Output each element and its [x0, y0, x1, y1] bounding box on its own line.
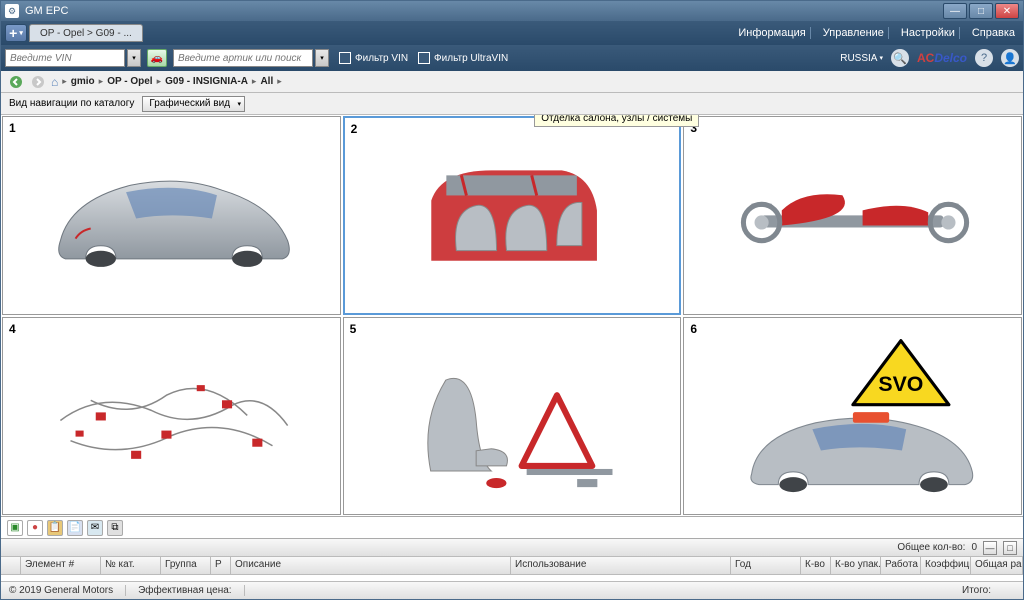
- home-icon[interactable]: ⌂: [51, 75, 58, 89]
- window-minimize-button[interactable]: —: [943, 3, 967, 19]
- copy-icon[interactable]: ⧉: [107, 520, 123, 536]
- col-group[interactable]: Группа: [161, 557, 211, 574]
- col-catnum[interactable]: № кат.: [101, 557, 161, 574]
- active-tab[interactable]: OP - Opel > G09 - ...: [29, 24, 143, 42]
- illustration-accessories: [344, 318, 681, 515]
- col-pack-qty[interactable]: К-во упак.: [831, 557, 881, 574]
- total-label: Итого:: [962, 585, 1003, 596]
- search-dropdown[interactable]: ▾: [315, 49, 329, 67]
- menu-help[interactable]: Справка: [968, 27, 1019, 39]
- top-menu-bar: + OP - Opel > G09 - ... Информация Управ…: [1, 21, 1023, 45]
- illustration-interior: [345, 118, 680, 313]
- app-icon: ⚙: [5, 4, 19, 18]
- region-selector[interactable]: RUSSIA ▾: [840, 53, 883, 64]
- filter-vin-checkbox[interactable]: Фильтр VIN: [339, 52, 408, 64]
- help-icon[interactable]: ?: [975, 49, 993, 67]
- col-checkbox[interactable]: [1, 557, 21, 574]
- catalog-grid: 1 2: [1, 115, 1023, 517]
- col-p[interactable]: Р: [211, 557, 231, 574]
- bottom-toolbar: ▣ ● 📋 📄 ✉ ⧉: [1, 517, 1023, 539]
- window-maximize-button[interactable]: □: [969, 3, 993, 19]
- catalog-cell-4[interactable]: 4: [2, 317, 341, 516]
- cell-number: 2: [351, 122, 358, 136]
- col-work[interactable]: Работа: [881, 557, 921, 574]
- illustration-chassis: [684, 117, 1021, 314]
- catalog-cell-5[interactable]: 5: [343, 317, 682, 516]
- nav-back-button[interactable]: [7, 73, 25, 91]
- status-bar: © 2019 General Motors Эффективная цена: …: [1, 581, 1023, 599]
- cell-number: 6: [690, 322, 697, 336]
- vin-dropdown[interactable]: ▾: [127, 49, 141, 67]
- collapse-button[interactable]: —: [983, 541, 997, 555]
- delete-button[interactable]: ●: [27, 520, 43, 536]
- window-close-button[interactable]: ✕: [995, 3, 1019, 19]
- window-titlebar: ⚙ GM EPC — □ ✕: [1, 1, 1023, 21]
- col-year[interactable]: Год: [731, 557, 801, 574]
- breadcrumb-item[interactable]: OP - Opel: [107, 76, 152, 87]
- nav-forward-button[interactable]: [29, 73, 47, 91]
- table-toolbar: Общее кол-во: 0 — □: [1, 539, 1023, 557]
- window-title: GM EPC: [25, 5, 943, 17]
- search-toolbar: ▾ 🚗 ▾ Фильтр VIN Фильтр UltraVIN RUSSIA …: [1, 45, 1023, 71]
- breadcrumb-item[interactable]: All: [260, 76, 273, 87]
- nav-type-select[interactable]: Графический вид: [142, 96, 245, 112]
- search-input[interactable]: [173, 49, 313, 67]
- copyright: © 2019 General Motors: [9, 585, 126, 596]
- cell-number: 1: [9, 121, 16, 135]
- vin-input[interactable]: [5, 49, 125, 67]
- nav-type-bar: Вид навигации по каталогу Графический ви…: [1, 93, 1023, 115]
- note-icon[interactable]: 📄: [67, 520, 83, 536]
- col-qty[interactable]: К-во: [801, 557, 831, 574]
- breadcrumb-bar: ⌂ ▸ gmio ▸ OP - Opel ▸ G09 - INSIGNIA-A …: [1, 71, 1023, 93]
- vehicle-icon[interactable]: 🚗: [147, 49, 167, 67]
- catalog-cell-2[interactable]: 2 Отделка салона, узлы / системы: [343, 116, 682, 315]
- cell-number: 5: [350, 322, 357, 336]
- brand-logo: ACDelco: [917, 51, 967, 65]
- svg-text:SVO: SVO: [878, 372, 923, 396]
- add-button[interactable]: ▣: [7, 520, 23, 536]
- nav-type-label: Вид навигации по каталогу: [9, 98, 134, 109]
- illustration-svo: SVO: [684, 318, 1021, 515]
- globe-icon[interactable]: 🔍: [891, 49, 909, 67]
- expand-button[interactable]: □: [1003, 541, 1017, 555]
- filter-ultravin-checkbox[interactable]: Фильтр UltraVIN: [418, 52, 508, 64]
- mail-icon[interactable]: ✉: [87, 520, 103, 536]
- parts-table-header: Элемент # № кат. Группа Р Описание Испол…: [1, 557, 1023, 575]
- col-total-work[interactable]: Общая ра...: [971, 557, 1023, 574]
- breadcrumb-item[interactable]: gmio: [71, 76, 95, 87]
- tab-label: OP - Opel > G09 - ...: [40, 28, 132, 39]
- catalog-cell-3[interactable]: 3: [683, 116, 1022, 315]
- catalog-cell-1[interactable]: 1: [2, 116, 341, 315]
- breadcrumb-item[interactable]: G09 - INSIGNIA-A: [165, 76, 248, 87]
- col-description[interactable]: Описание: [231, 557, 511, 574]
- col-coeff[interactable]: Коэффици...: [921, 557, 971, 574]
- effective-price-label: Эффективная цена:: [138, 585, 245, 596]
- new-tab-button[interactable]: +: [5, 24, 27, 42]
- menu-management[interactable]: Управление: [819, 27, 889, 39]
- clipboard-icon[interactable]: 📋: [47, 520, 63, 536]
- col-usage[interactable]: Использование: [511, 557, 731, 574]
- menu-information[interactable]: Информация: [734, 27, 810, 39]
- total-count-value: 0: [971, 542, 977, 553]
- illustration-wiring: [3, 318, 340, 515]
- user-icon[interactable]: 👤: [1001, 49, 1019, 67]
- total-count-label: Общее кол-во:: [897, 542, 965, 553]
- catalog-cell-6[interactable]: 6 SVO: [683, 317, 1022, 516]
- menu-settings[interactable]: Настройки: [897, 27, 960, 39]
- illustration-body: [3, 117, 340, 314]
- col-element[interactable]: Элемент #: [21, 557, 101, 574]
- tooltip: Отделка салона, узлы / системы: [534, 115, 699, 127]
- cell-number: 4: [9, 322, 16, 336]
